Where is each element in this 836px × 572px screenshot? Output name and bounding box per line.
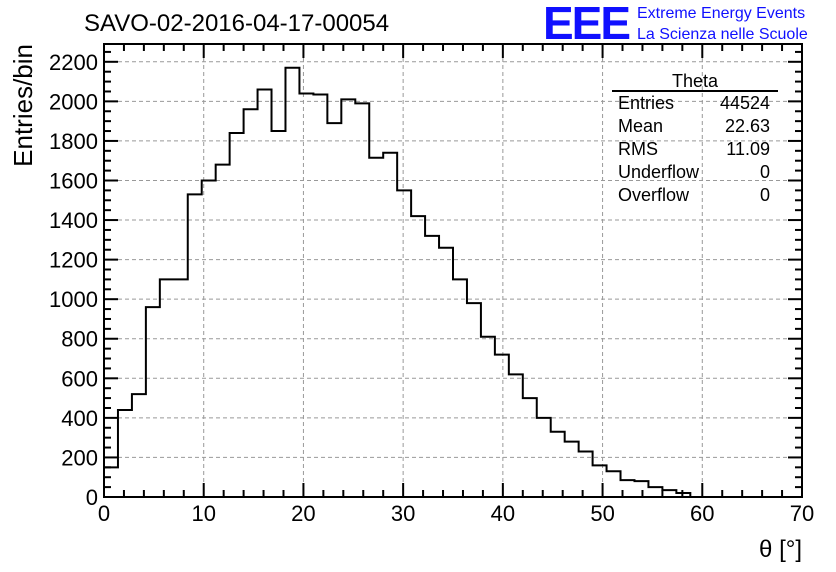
- y-tick-label: 2000: [49, 89, 98, 114]
- histogram-bin: [216, 165, 230, 497]
- x-tick-label: 50: [590, 501, 614, 526]
- stats-title: Theta: [612, 72, 778, 92]
- x-tick-label: 10: [191, 501, 215, 526]
- histogram-bin: [481, 337, 495, 497]
- histogram-bin: [648, 487, 662, 497]
- histogram-bin: [439, 248, 453, 497]
- histogram-bin: [258, 89, 272, 497]
- y-tick-label: 800: [61, 327, 98, 352]
- stats-label: RMS: [618, 139, 658, 159]
- stats-label: Mean: [618, 116, 664, 136]
- y-tick-label: 1000: [49, 287, 98, 312]
- stats-row: Entries 44524: [610, 92, 778, 115]
- y-axis-label: Entries/bin: [8, 44, 38, 167]
- x-tick-label: 60: [690, 501, 714, 526]
- logo-line2: La Scienza nelle Scuole: [637, 26, 808, 43]
- y-tick-label: 1400: [49, 208, 98, 233]
- histogram-bin: [146, 307, 160, 497]
- histogram-bin: [327, 123, 341, 497]
- histogram-bin: [662, 490, 676, 497]
- histogram-bin: [565, 442, 579, 497]
- histogram-bin: [495, 355, 509, 497]
- histogram-bin: [160, 279, 174, 497]
- stats-value: 44524: [719, 93, 770, 113]
- histogram-bin: [425, 236, 439, 497]
- y-tick-label: 600: [61, 366, 98, 391]
- histogram-bin: [272, 131, 286, 497]
- stats-row: Underflow 0: [610, 161, 778, 184]
- histogram-line: [103, 66, 789, 498]
- histogram-bin: [355, 103, 369, 497]
- chart-title: SAVO-02-2016-04-17-00054: [84, 10, 390, 37]
- x-axis-label: θ [°]: [759, 536, 802, 563]
- x-tick-label: 20: [291, 501, 315, 526]
- stats-label: Underflow: [618, 162, 700, 182]
- stats-box: Theta Entries 44524 Mean 22.63 RMS 11.09 Under…: [610, 72, 778, 207]
- histogram-bin: [202, 180, 216, 497]
- histogram-bin: [174, 279, 188, 497]
- histogram-bin: [509, 374, 523, 497]
- stats-row: Mean 22.63: [610, 115, 778, 138]
- stats-row: RMS 11.09: [610, 138, 778, 161]
- histogram-bin: [579, 452, 593, 497]
- eee-logo: EEE: [543, 0, 631, 49]
- histogram-bin: [593, 465, 607, 497]
- histogram-bin: [411, 216, 425, 497]
- histogram-bin: [230, 133, 244, 497]
- histogram-bin: [467, 303, 481, 497]
- y-tick-label: 1200: [49, 248, 98, 273]
- histogram-bin: [551, 432, 565, 497]
- stats-value: 0: [759, 162, 770, 182]
- stats-label: Entries: [618, 93, 675, 113]
- histogram-bin: [537, 418, 551, 497]
- x-tick-label: 40: [491, 501, 515, 526]
- histogram-bin: [453, 279, 467, 497]
- stats-label: Overflow: [618, 185, 690, 205]
- histogram-bin: [313, 94, 327, 497]
- histogram-bin: [118, 410, 132, 497]
- histogram-bin: [523, 398, 537, 497]
- stats-value: 22.63: [724, 116, 770, 136]
- logo-text: Extreme Energy Events La Scienza nelle S…: [637, 3, 808, 45]
- y-tick-label: 2200: [49, 50, 98, 75]
- logo-line1: Extreme Energy Events: [637, 5, 806, 22]
- stats-value: 0: [759, 185, 770, 205]
- histogram-bin: [299, 93, 313, 497]
- histogram-bin: [188, 194, 202, 497]
- stats-row: Overflow 0: [610, 184, 778, 207]
- histogram-bin: [285, 68, 299, 497]
- histogram-bin: [341, 99, 355, 497]
- stats-value: 11.09: [726, 139, 770, 159]
- histogram-bin: [397, 190, 411, 497]
- y-tick-label: 1600: [49, 168, 98, 193]
- y-tick-label: 1800: [49, 129, 98, 154]
- histogram-bin: [132, 394, 146, 497]
- x-tick-label: 0: [98, 501, 110, 526]
- x-tick-label: 30: [391, 501, 415, 526]
- histogram-bin: [607, 471, 621, 497]
- histogram-bin: [383, 153, 397, 497]
- histogram-bin: [104, 467, 118, 497]
- y-tick-label: 200: [61, 445, 98, 470]
- histogram-bin: [244, 109, 258, 497]
- y-tick-label: 0: [86, 485, 98, 510]
- y-tick-label: 400: [61, 406, 98, 431]
- x-tick-label: 70: [790, 501, 814, 526]
- histogram-bin: [369, 158, 383, 497]
